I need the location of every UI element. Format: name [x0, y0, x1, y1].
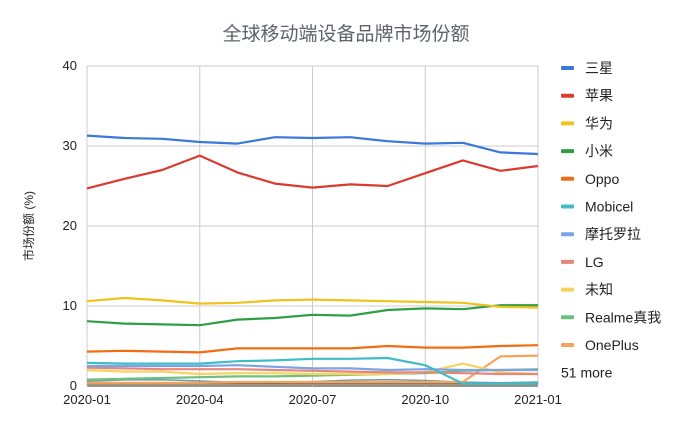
x-tick-label: 2021-01 — [514, 392, 562, 407]
chart-title: 全球移动端设备品牌市场份额 — [222, 23, 469, 45]
legend-swatch — [561, 66, 574, 70]
series-line — [86, 134, 539, 156]
series-line — [87, 354, 539, 384]
x-tick-label: 2020-10 — [401, 392, 449, 407]
series-line — [86, 344, 539, 354]
legend-label: Mobicel — [585, 199, 633, 215]
axis-ticks: 0 10 20 30 40 2020-01 2020-04 2020-07 2020-10 202… — [63, 58, 562, 407]
legend-label: LG — [585, 254, 604, 270]
legend-swatch — [561, 343, 574, 347]
legend-label: 未知 — [585, 282, 613, 298]
legend-swatch — [561, 232, 574, 237]
y-axis-label: 市场份额 (%) — [21, 191, 36, 261]
series-line — [87, 364, 538, 372]
legend-swatch — [561, 287, 574, 292]
gridlines — [86, 65, 539, 387]
legend-label: OnePlus — [585, 337, 639, 353]
legend-more-link[interactable]: 51 more — [561, 365, 613, 381]
y-tick-label: 40 — [63, 58, 77, 73]
x-tick-label: 2020-01 — [63, 392, 111, 407]
legend-swatch — [561, 259, 574, 264]
series-line — [86, 304, 538, 327]
legend-label: Realme真我 — [585, 309, 661, 325]
series-line — [86, 362, 539, 376]
legend-label: 三星 — [585, 60, 613, 76]
y-tick-label: 10 — [63, 298, 77, 313]
legend-swatch — [561, 204, 574, 209]
legend-label: 华为 — [585, 115, 613, 131]
x-tick-label: 2020-04 — [176, 392, 224, 407]
legend-swatch — [561, 93, 574, 98]
legend-label: Oppo — [585, 171, 619, 187]
legend-label: 摩托罗拉 — [585, 226, 641, 242]
legend-label: 小米 — [585, 143, 613, 159]
y-tick-label: 0 — [70, 378, 77, 393]
series-lines — [86, 134, 539, 386]
series-line — [86, 366, 538, 376]
legend-swatch — [561, 149, 574, 154]
legend-swatch — [561, 176, 574, 181]
series-line — [86, 356, 538, 385]
y-tick-label: 30 — [63, 138, 77, 153]
series-line — [86, 154, 539, 190]
legend-swatch — [561, 121, 574, 126]
series-line — [86, 296, 539, 309]
x-tick-label: 2020-07 — [289, 392, 337, 407]
legend-swatch — [561, 315, 574, 320]
y-tick-label: 20 — [63, 218, 77, 233]
legend-label: 苹果 — [585, 88, 613, 104]
